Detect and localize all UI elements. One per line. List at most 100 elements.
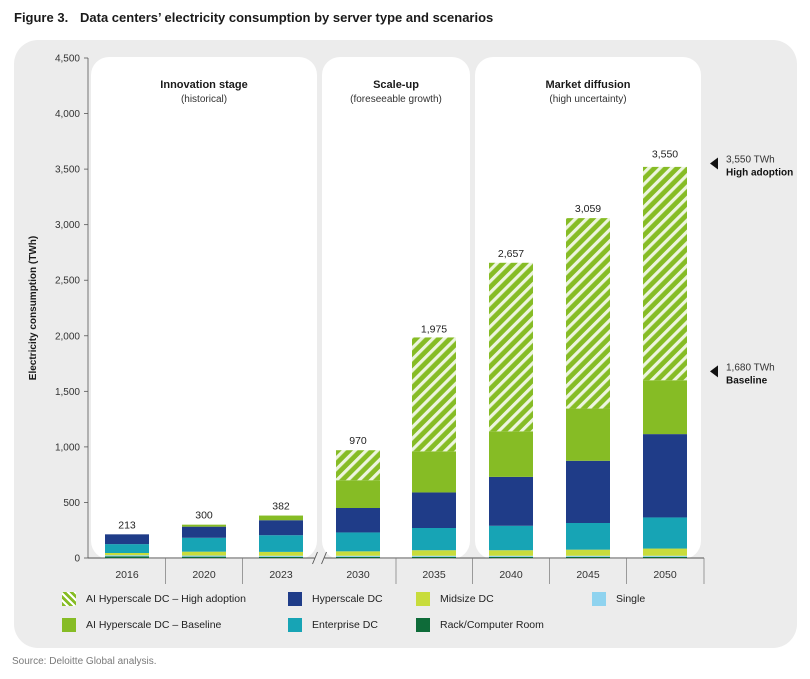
- legend-swatch: [416, 618, 430, 632]
- bar-total-label: 3,550: [652, 149, 678, 161]
- source-note: Source: Deloitte Global analysis.: [12, 656, 157, 667]
- bar-segment-hyperscale-baseline: [643, 380, 687, 435]
- bar-segment-single: [182, 555, 226, 557]
- bar-segment-hyperscale-high: [643, 166, 687, 381]
- annotation-value: 1,680 TWh: [726, 362, 775, 373]
- stage-title: Scale-up: [373, 79, 419, 91]
- stage-subtitle: (historical): [181, 94, 227, 105]
- bar-segment-single: [259, 555, 303, 557]
- bar-segment-hyperscale: [643, 434, 687, 518]
- y-axis-title: Electricity consumption (TWh): [28, 236, 39, 380]
- annotation-label: High adoption: [726, 168, 793, 179]
- bar-segment-enterprise: [412, 528, 456, 551]
- legend-label: Rack/Computer Room: [440, 619, 544, 631]
- stage-subtitle: (foreseeable growth): [350, 94, 442, 105]
- bar-segment-rack: [489, 556, 533, 558]
- x-tick-label: 2023: [269, 569, 293, 581]
- bar-segment-rack: [566, 556, 610, 558]
- y-tick-label: 1,000: [55, 442, 80, 453]
- bar-segment-hyperscale-baseline: [566, 408, 610, 461]
- bar-segment-hyperscale-high: [566, 218, 610, 409]
- bar-segment-rack: [259, 556, 303, 558]
- bar-segment-hyperscale-baseline: [259, 515, 303, 521]
- bar-segment-midsize: [182, 551, 226, 556]
- legend-item-midsize: Midsize DC: [416, 592, 494, 606]
- bar-segment-single: [412, 555, 456, 557]
- annotation-arrow: [710, 157, 718, 170]
- legend-swatch: [288, 592, 302, 606]
- bar-segment-enterprise: [105, 544, 149, 553]
- bar-segment-single: [489, 555, 533, 557]
- legend-item-hyperscale: Hyperscale DC: [288, 592, 383, 606]
- bar-segment-hyperscale: [259, 520, 303, 536]
- bar-segment-midsize: [489, 550, 533, 556]
- bar-segment-enterprise: [489, 525, 533, 551]
- bar-segment-hyperscale-baseline: [489, 431, 533, 477]
- bar-segment-single: [566, 555, 610, 557]
- bar-segment-hyperscale-high: [489, 262, 533, 432]
- bar-segment-hyperscale: [336, 508, 380, 533]
- y-tick-label: 3,000: [55, 220, 80, 231]
- bar-total-label: 2,657: [498, 248, 524, 260]
- stage-title: Innovation stage: [160, 79, 247, 91]
- bar-segment-midsize: [336, 551, 380, 556]
- x-tick-label: 2050: [653, 569, 677, 581]
- bar-segment-hyperscale: [566, 460, 610, 523]
- annotation-arrow: [710, 365, 718, 378]
- legend-label: Single: [616, 593, 646, 605]
- legend-item-enterprise: Enterprise DC: [288, 618, 378, 632]
- legend-item-single: Single: [592, 592, 645, 606]
- bar-segment-midsize: [259, 551, 303, 556]
- y-tick-label: 500: [63, 498, 80, 509]
- y-tick-label: 0: [74, 554, 80, 565]
- stage-panel: [91, 57, 317, 559]
- x-tick-label: 2045: [576, 569, 600, 581]
- bar-segment-midsize: [566, 549, 610, 556]
- bar-segment-hyperscale-baseline: [412, 451, 456, 493]
- legend-swatch: [592, 592, 606, 606]
- bar-segment-enterprise: [566, 523, 610, 550]
- bar-segment-hyperscale-baseline: [336, 480, 380, 508]
- bar-segment-enterprise: [259, 535, 303, 552]
- bar-segment-enterprise: [336, 532, 380, 552]
- legend-swatch: [62, 592, 76, 606]
- annotation-value: 3,550 TWh: [726, 155, 775, 166]
- bar-segment-single: [336, 555, 380, 557]
- bar-total-label: 1,975: [421, 324, 447, 336]
- x-tick-label: 2035: [422, 569, 446, 581]
- legend-swatch: [62, 618, 76, 632]
- bar-segment-rack: [412, 556, 456, 558]
- y-tick-label: 1,500: [55, 387, 80, 398]
- bar-segment-hyperscale: [489, 476, 533, 526]
- legend-label: AI Hyperscale DC – Baseline: [86, 619, 222, 631]
- y-tick-label: 2,000: [55, 331, 80, 342]
- bar-segment-single: [643, 555, 687, 557]
- y-tick-label: 4,000: [55, 109, 80, 120]
- legend-item-hyperscale-baseline: AI Hyperscale DC – Baseline: [62, 618, 221, 632]
- stage-title: Market diffusion: [546, 79, 631, 91]
- axis-break-mark: [321, 551, 327, 565]
- legend-swatch: [416, 592, 430, 606]
- legend-item-rack: Rack/Computer Room: [416, 618, 544, 632]
- bar-segment-rack: [643, 556, 687, 558]
- figure-title: Data centers’ electricity consumption by…: [80, 10, 494, 25]
- bar-segment-enterprise: [182, 537, 226, 552]
- bar-total-label: 300: [195, 510, 213, 522]
- bar-segment-midsize: [412, 550, 456, 556]
- bar-total-label: 382: [272, 501, 290, 513]
- figure-heading: Figure 3. Data centers’ electricity consu…: [14, 10, 493, 25]
- legend-label: Enterprise DC: [312, 619, 378, 631]
- legend-label: Midsize DC: [440, 593, 494, 605]
- stage-subtitle: (high uncertainty): [549, 94, 626, 105]
- y-tick-label: 4,500: [55, 54, 80, 65]
- bar-segment-midsize: [643, 548, 687, 556]
- bar-segment-midsize: [105, 553, 149, 556]
- x-tick-label: 2016: [115, 569, 139, 581]
- legend-item-hyperscale-high: AI Hyperscale DC – High adoption: [62, 592, 246, 606]
- bar-segment-rack: [105, 556, 149, 558]
- bar-total-label: 3,059: [575, 203, 601, 215]
- bar-segment-enterprise: [643, 517, 687, 549]
- axis-break-mark: [312, 551, 318, 565]
- y-tick-label: 2,500: [55, 276, 80, 287]
